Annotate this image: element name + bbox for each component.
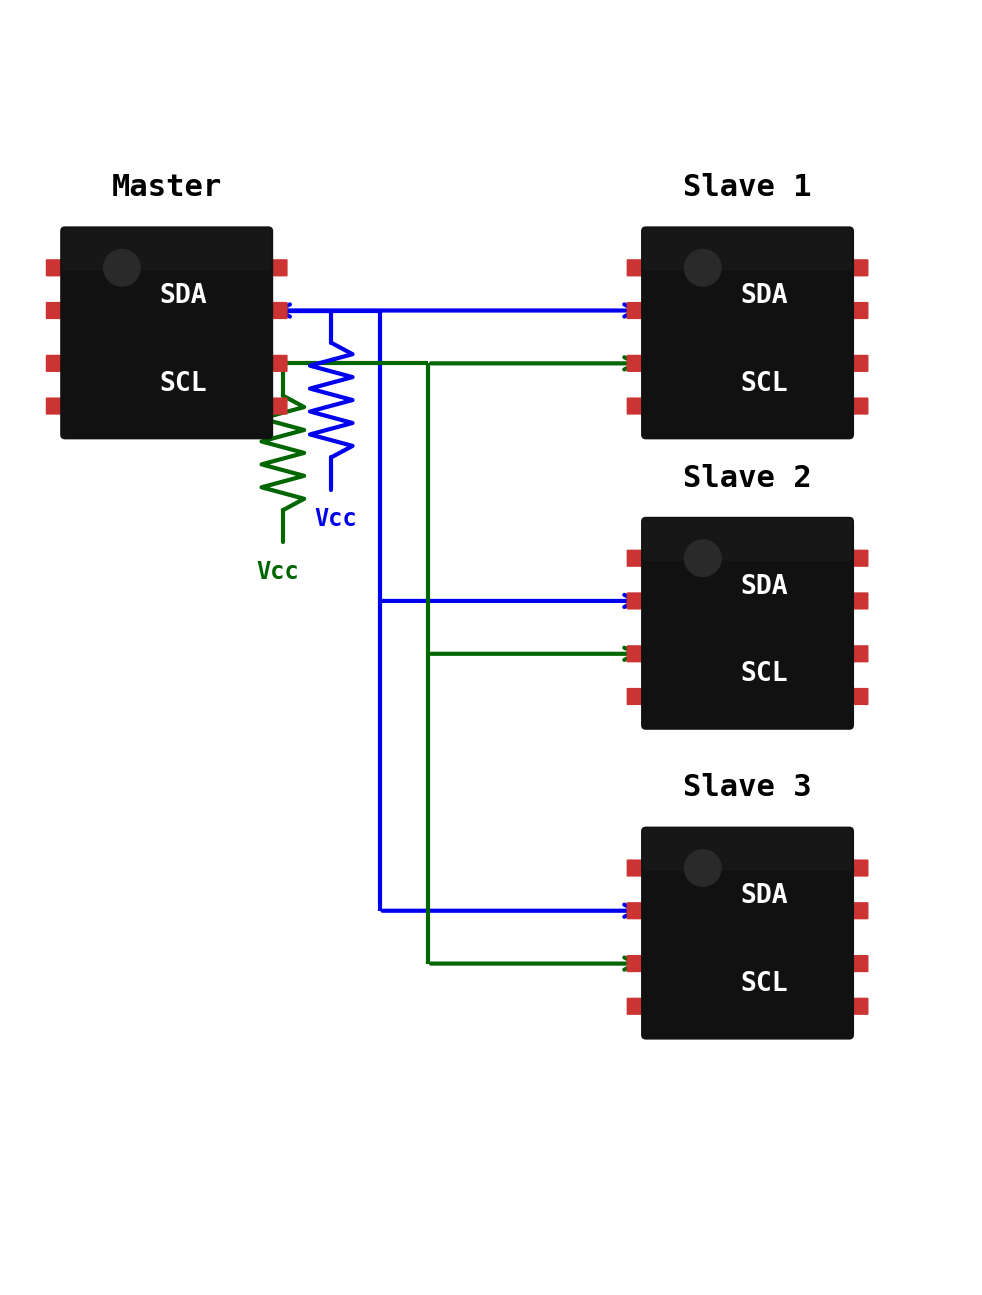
FancyBboxPatch shape (62, 228, 271, 271)
Text: SDA: SDA (740, 284, 788, 310)
Text: SCL: SCL (740, 971, 788, 997)
FancyBboxPatch shape (627, 259, 647, 276)
FancyBboxPatch shape (848, 688, 868, 704)
FancyBboxPatch shape (643, 829, 852, 872)
FancyBboxPatch shape (848, 302, 868, 319)
Text: Master: Master (112, 174, 222, 202)
FancyBboxPatch shape (848, 398, 868, 414)
FancyBboxPatch shape (267, 398, 288, 414)
FancyBboxPatch shape (848, 645, 868, 662)
Text: Slave 2: Slave 2 (683, 464, 812, 492)
FancyBboxPatch shape (848, 903, 868, 919)
FancyBboxPatch shape (627, 592, 647, 610)
FancyBboxPatch shape (848, 860, 868, 877)
Circle shape (684, 540, 721, 576)
FancyBboxPatch shape (627, 398, 647, 414)
FancyBboxPatch shape (848, 549, 868, 567)
Text: SCL: SCL (740, 662, 788, 688)
FancyBboxPatch shape (46, 259, 66, 276)
FancyBboxPatch shape (848, 355, 868, 372)
FancyBboxPatch shape (267, 302, 288, 319)
Text: SCL: SCL (740, 370, 788, 396)
FancyBboxPatch shape (60, 227, 273, 439)
Text: SDA: SDA (740, 883, 788, 909)
Circle shape (684, 250, 721, 286)
Circle shape (684, 850, 721, 886)
Text: Slave 3: Slave 3 (683, 773, 812, 803)
FancyBboxPatch shape (267, 259, 288, 276)
Text: Vcc: Vcc (314, 508, 357, 531)
Text: SDA: SDA (740, 574, 788, 600)
FancyBboxPatch shape (46, 355, 66, 372)
FancyBboxPatch shape (267, 355, 288, 372)
FancyBboxPatch shape (627, 302, 647, 319)
FancyBboxPatch shape (627, 903, 647, 919)
FancyBboxPatch shape (641, 517, 854, 730)
FancyBboxPatch shape (627, 954, 647, 973)
Circle shape (104, 250, 140, 286)
FancyBboxPatch shape (46, 398, 66, 414)
FancyBboxPatch shape (627, 549, 647, 567)
FancyBboxPatch shape (848, 259, 868, 276)
FancyBboxPatch shape (848, 997, 868, 1015)
FancyBboxPatch shape (641, 826, 854, 1040)
Text: SDA: SDA (159, 284, 207, 310)
FancyBboxPatch shape (641, 227, 854, 439)
FancyBboxPatch shape (627, 688, 647, 704)
FancyBboxPatch shape (643, 228, 852, 271)
FancyBboxPatch shape (848, 954, 868, 973)
FancyBboxPatch shape (643, 519, 852, 561)
Text: SCL: SCL (159, 370, 207, 396)
FancyBboxPatch shape (627, 860, 647, 877)
Text: Slave 1: Slave 1 (683, 174, 812, 202)
FancyBboxPatch shape (46, 302, 66, 319)
FancyBboxPatch shape (627, 355, 647, 372)
FancyBboxPatch shape (627, 997, 647, 1015)
FancyBboxPatch shape (627, 645, 647, 662)
FancyBboxPatch shape (848, 592, 868, 610)
Text: Vcc: Vcc (256, 559, 300, 584)
